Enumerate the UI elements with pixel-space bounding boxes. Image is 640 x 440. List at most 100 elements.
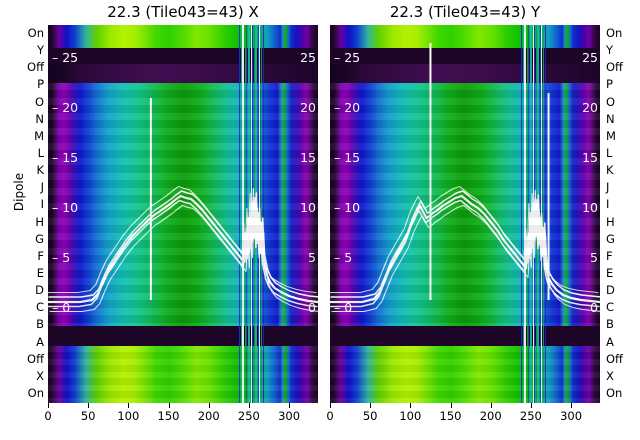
category-label-left-13: F — [37, 248, 44, 263]
category-label-left-11: H — [35, 214, 44, 229]
category-label-left-14: E — [36, 266, 44, 280]
category-label-left-17: B — [36, 317, 44, 332]
inner-y-tick-r-0: 0 — [590, 300, 598, 315]
band-bottom-bright-y — [330, 346, 600, 403]
category-label-right-5: N — [606, 111, 615, 126]
x-tick-label-l-1: 50 — [80, 409, 96, 423]
category-label-right-10: I — [606, 197, 610, 212]
inner-y-tick-l-15: – 15 — [52, 150, 79, 165]
category-label-left-19: Off — [27, 351, 44, 366]
inner-y-tick-r-5: 5 — [308, 250, 316, 265]
category-label-left-5: N — [35, 111, 44, 126]
inner-y-tick-l-0: – 0 — [334, 300, 353, 315]
inner-y-tick-l-25: – 25 — [334, 50, 361, 65]
inner-y-tick-l-5: – 5 — [334, 250, 353, 265]
x-tick-mark-r-5 — [530, 403, 532, 408]
category-label-left-6: M — [34, 128, 44, 143]
category-label-right-15: D — [606, 283, 615, 298]
inner-y-tick-r-15: 15 — [582, 150, 598, 165]
category-label-left-10: I — [40, 197, 44, 212]
trace-line — [330, 199, 600, 308]
category-label-right-19: Off — [606, 351, 623, 366]
x-tick-label-l-0: 0 — [44, 409, 52, 423]
x-tick-label-r-4: 200 — [479, 409, 502, 423]
x-tick-label-l-6: 300 — [278, 409, 301, 423]
x-tick-mark-l-3 — [168, 403, 170, 408]
category-label-right-3: P — [606, 77, 613, 92]
inner-y-tick-l-20: – 20 — [334, 100, 361, 115]
x-tick-mark-l-2 — [128, 403, 130, 408]
inner-y-tick-l-25: – 25 — [52, 50, 79, 65]
category-label-right-6: M — [606, 128, 616, 143]
category-label-left-4: O — [34, 94, 44, 109]
heatmap-panel-x[interactable]: – 25 – 20 – 15 – 10 – 5 – 0 25 20 15 10 5 0 — [48, 25, 318, 403]
inner-y-tick-r-10: 10 — [582, 200, 598, 215]
x-tick-mark-r-4 — [490, 403, 492, 408]
x-tick-mark-r-3 — [450, 403, 452, 408]
category-label-right-21: On — [606, 386, 623, 400]
x-tick-label-l-5: 250 — [237, 409, 260, 423]
x-tick-label-r-3: 150 — [439, 409, 462, 423]
x-tick-label-l-4: 200 — [197, 409, 220, 423]
x-tick-label-r-6: 300 — [560, 409, 583, 423]
inner-y-tick-l-15: – 15 — [334, 150, 361, 165]
category-label-right-0: On — [606, 26, 623, 40]
inner-y-tick-l-0: – 0 — [52, 300, 71, 315]
inner-y-tick-r-20: 20 — [300, 100, 316, 115]
x-axis-left: 0 50 100 150 200 250 300 — [44, 403, 318, 435]
x-tick-label-l-3: 150 — [157, 409, 180, 423]
x-tick-label-r-1: 50 — [362, 409, 378, 423]
trace-line — [330, 185, 599, 294]
category-label-left-15: D — [35, 283, 44, 298]
panel-title-x: 22.3 (Tile043=43) X — [107, 3, 259, 21]
category-label-left-16: C — [35, 300, 44, 315]
x-tick-mark-l-0 — [48, 403, 49, 408]
x-tick-mark-l-1 — [88, 403, 90, 408]
category-label-left-1: Y — [36, 43, 44, 58]
panel-title-y: 22.3 (Tile043=43) Y — [389, 3, 541, 21]
category-label-right-11: H — [606, 214, 615, 229]
category-label-right-14: E — [606, 266, 614, 280]
x-tick-mark-l-5 — [248, 403, 250, 408]
category-label-left-8: K — [36, 163, 44, 178]
category-label-right-12: G — [606, 231, 615, 246]
category-label-left-21: On — [27, 386, 44, 400]
inner-y-tick-l-20: – 20 — [52, 100, 79, 115]
x-tick-label-l-2: 100 — [117, 409, 140, 423]
category-label-left-3: P — [37, 77, 44, 92]
overlay-trace-x — [48, 98, 318, 313]
category-label-right-16: C — [606, 300, 615, 315]
category-label-right-7: L — [606, 146, 613, 160]
inner-y-tick-r-10: 10 — [300, 200, 316, 215]
inner-y-tick-r-5: 5 — [590, 250, 598, 265]
overlay-trace-y — [330, 43, 600, 313]
category-label-right-8: K — [606, 163, 614, 178]
inner-y-tick-r-20: 20 — [582, 100, 598, 115]
x-tick-mark-r-0 — [330, 403, 331, 408]
trace-spike — [547, 93, 550, 300]
category-axis-right: On Y Off P O N M L K J I H G F E D C B A Off X On — [606, 25, 640, 403]
category-label-right-18: A — [606, 334, 614, 349]
x-tick-mark-r-1 — [370, 403, 372, 408]
x-tick-mark-r-6 — [571, 403, 573, 408]
category-label-right-17: B — [606, 317, 614, 332]
category-label-left-18: A — [36, 334, 44, 349]
band-bottom-bright-x — [48, 346, 318, 403]
category-label-left-2: Off — [27, 60, 44, 75]
trace-spike — [149, 98, 152, 300]
trace-spike — [429, 43, 432, 300]
x-tick-mark-l-4 — [208, 403, 210, 408]
category-label-left-9: J — [40, 180, 44, 195]
inner-y-tick-l-10: – 10 — [334, 200, 361, 215]
category-label-left-12: G — [35, 231, 44, 246]
category-label-right-20: X — [606, 368, 614, 383]
category-label-left-20: X — [36, 368, 44, 383]
inner-y-tick-l-10: – 10 — [52, 200, 79, 215]
trace-line — [49, 204, 318, 313]
category-axis-left: On Y Off P O N M L K J I H G F E D C B A Off X On — [10, 25, 44, 403]
x-tick-mark-r-2 — [410, 403, 412, 408]
heatmap-panel-y[interactable]: – 25 – 20 – 15 – 10 – 5 – 0 25 20 15 10 5 0 — [330, 25, 600, 403]
x-tick-label-r-0: 0 — [326, 409, 334, 423]
x-axis-right: 0 50 100 150 200 250 300 — [326, 403, 600, 435]
